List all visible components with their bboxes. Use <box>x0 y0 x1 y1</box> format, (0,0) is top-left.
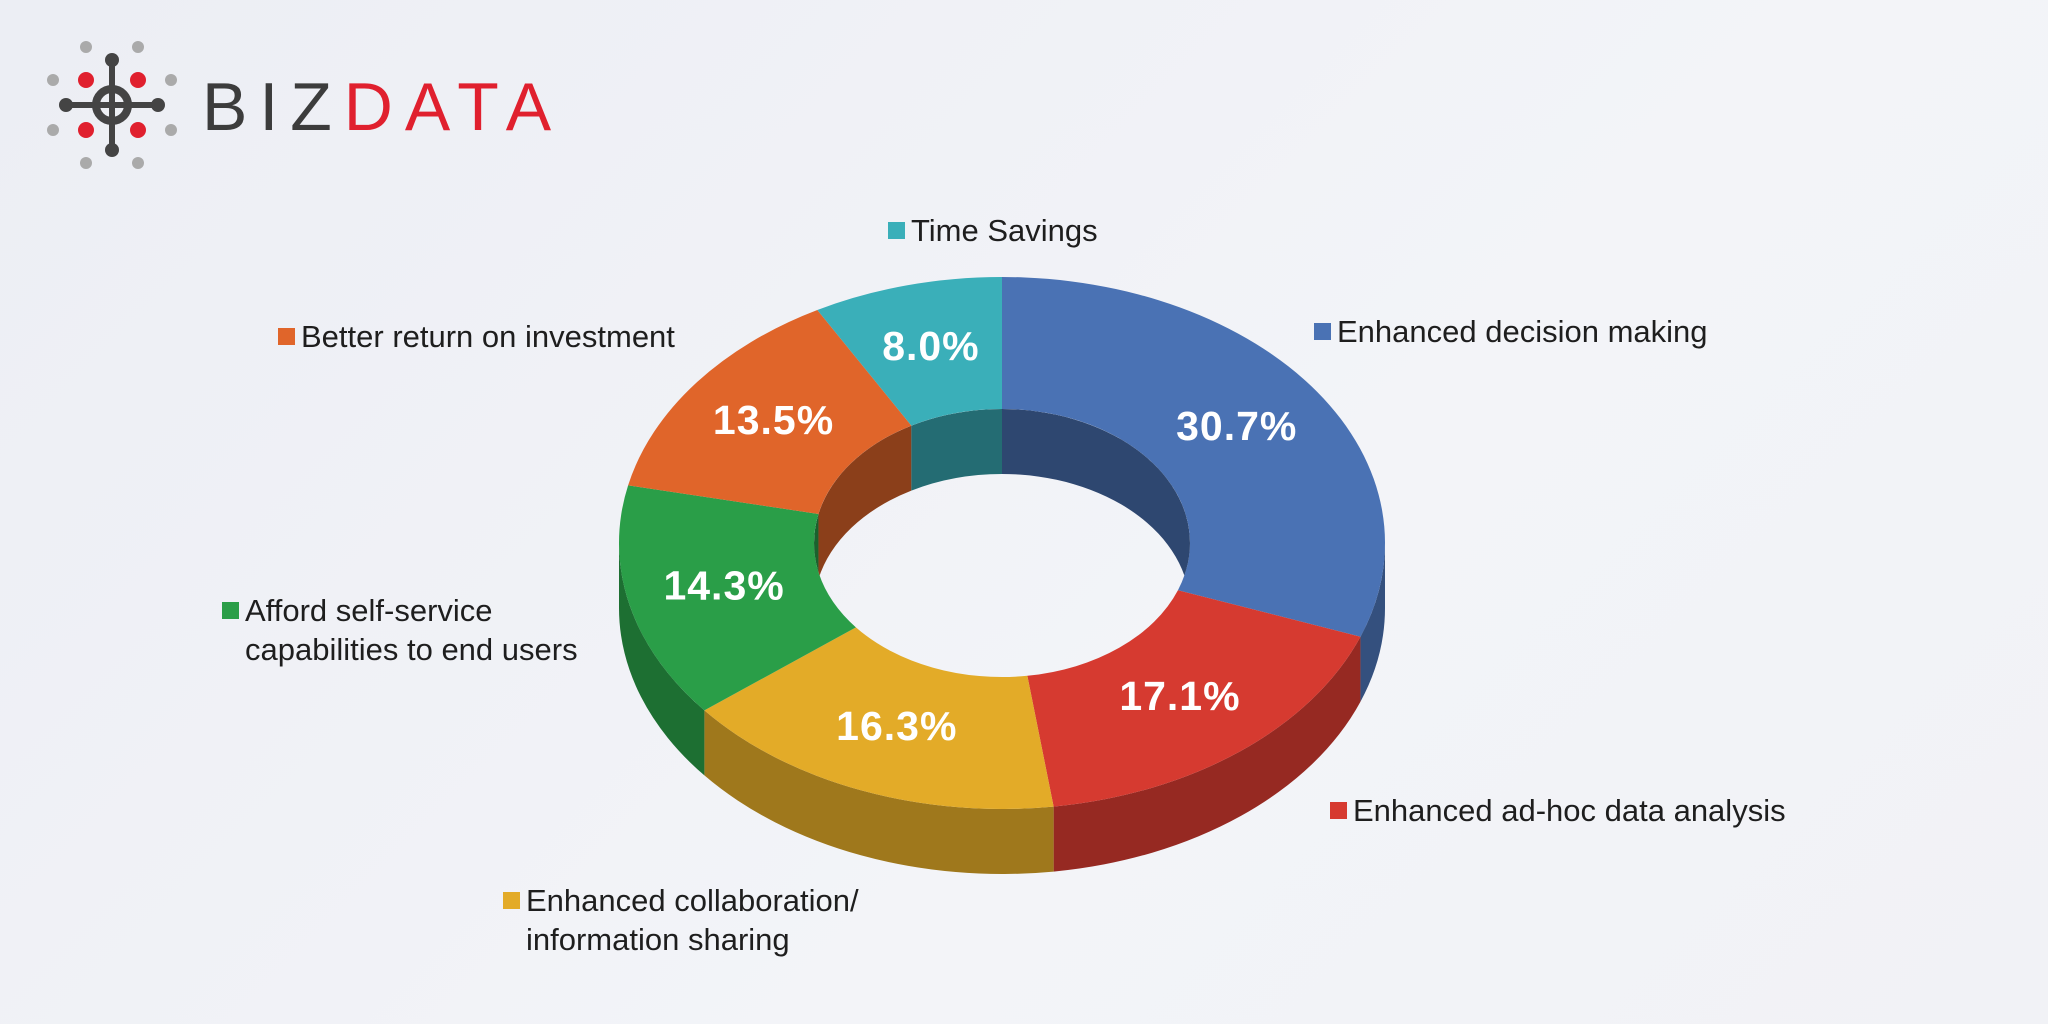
legend-swatch <box>1314 323 1331 340</box>
legend-swatch <box>278 328 295 345</box>
slice <box>618 485 856 711</box>
legend-label: Time Savings <box>911 213 1098 248</box>
legend-swatch <box>1330 802 1347 819</box>
logo-prefix: BIZ <box>202 69 344 145</box>
slice-inner-side <box>1002 409 1190 608</box>
legend-label: Enhanced decision making <box>1337 314 1708 349</box>
value-label: 17.1% <box>1119 673 1240 719</box>
slice-inner-side <box>818 425 912 579</box>
slice <box>628 309 912 514</box>
hole-walls <box>814 409 1190 608</box>
slice-inner-side <box>911 409 1002 491</box>
legend-swatch <box>503 892 520 909</box>
slice-side <box>1053 636 1361 872</box>
legend-label: Enhanced collaboration/ information shar… <box>526 883 859 957</box>
logo-suffix: DATA <box>344 69 563 145</box>
slice <box>817 277 1002 426</box>
value-label: 14.3% <box>663 563 784 609</box>
legend-label: Enhanced ad-hoc data analysis <box>1353 793 1786 828</box>
value-label: 16.3% <box>836 703 957 749</box>
slice <box>704 627 1054 809</box>
slice-side <box>619 543 705 776</box>
value-label: 8.0% <box>882 323 979 369</box>
slice-side <box>704 710 1054 874</box>
legend-swatch <box>222 602 239 619</box>
slice <box>1027 590 1361 807</box>
logo-text: BIZDATA <box>202 69 563 145</box>
legend-swatch <box>888 222 905 239</box>
legend-label: Better return on investment <box>301 319 675 354</box>
slice <box>1002 277 1385 637</box>
logo-icon <box>47 41 177 169</box>
value-label: 30.7% <box>1176 403 1297 449</box>
legend-label: Afford self-service capabilities to end … <box>245 593 578 667</box>
slice-side <box>1360 543 1385 702</box>
value-label: 13.5% <box>713 397 834 443</box>
